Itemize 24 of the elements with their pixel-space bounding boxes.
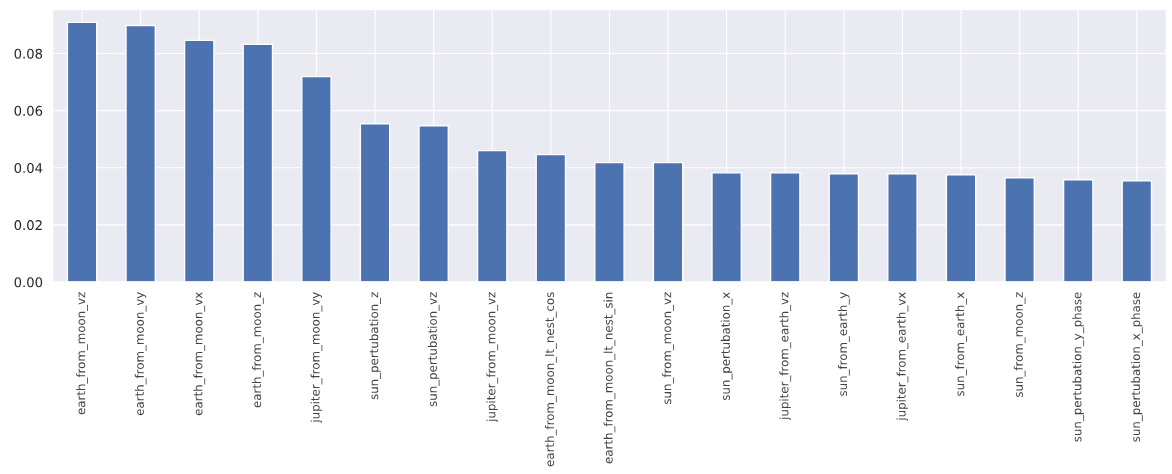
x-tick-label: jupiter_from_earth_vx [896,292,909,421]
x-tick-label: earth_from_moon_lt_nest_cos [544,292,557,467]
y-tick-label: 0.08 [14,48,43,59]
x-tick-label: jupiter_from_moon_vz [486,292,499,423]
x-tick-label: sun_pertubation_x_phase [1130,292,1143,442]
x-tick-label: sun_pertubation_vz [427,292,440,407]
x-tick-label: sun_pertubation_z [369,292,381,400]
x-tick-label: earth_from_moon_vy [134,292,147,416]
x-tick-label: sun_from_moon_z [1013,292,1026,398]
y-tick-label: 0.00 [14,277,43,288]
y-tick-label: 0.02 [14,220,42,231]
y-tick-label: 0.04 [14,162,43,173]
x-tick-label: sun_from_earth_x [955,292,967,396]
x-tick-label: sun_from_earth_y [837,292,850,396]
x-tick-label: sun_from_moon_vz [662,292,674,405]
x-tick-label: jupiter_from_earth_vz [779,292,792,421]
x-tick-label: sun_pertubation_x [720,292,733,401]
x-tick-label: earth_from_moon_lt_nest_sin [603,292,616,464]
x-tick-label: earth_from_moon_vx [193,292,206,416]
x-tick-label: sun_pertubation_y_phase [1072,292,1085,442]
y-tick-label: 0.06 [14,105,43,116]
x-tick-label: jupiter_from_moon_vy [310,292,323,423]
x-tick-label: earth_from_moon_z [251,292,264,408]
x-tick-label: earth_from_moon_vz [76,292,88,415]
